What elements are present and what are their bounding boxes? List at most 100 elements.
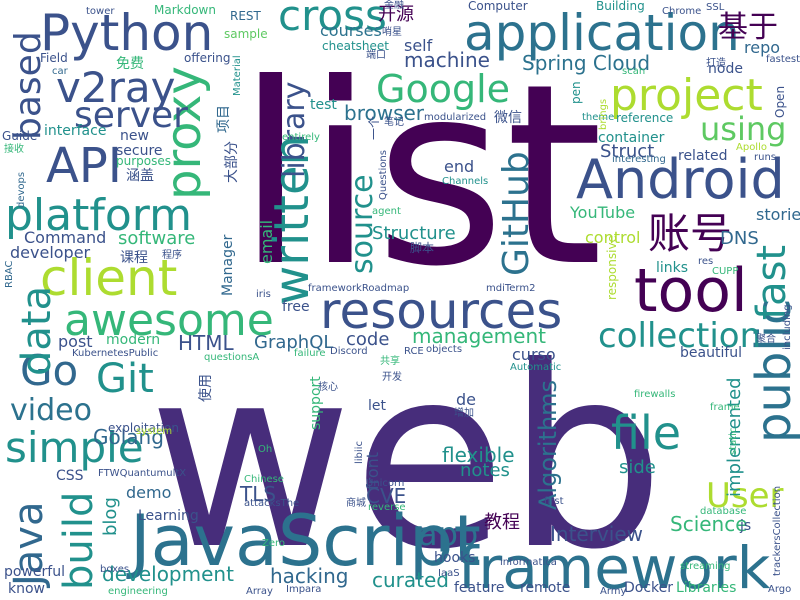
word-written-20: written xyxy=(264,135,320,305)
word-zero-177: Zero xyxy=(262,538,285,549)
word-test-79: test xyxy=(310,97,337,113)
word-attacksthe-168: attacksThe xyxy=(244,498,299,509)
word-user-36: User xyxy=(706,476,784,516)
word-based-27: based xyxy=(8,31,49,140)
word-de-154: de xyxy=(456,390,476,409)
word-development-43: development xyxy=(102,562,234,586)
word-remote-190: remote xyxy=(520,580,570,596)
word-beautiful-147: beautiful xyxy=(680,345,742,361)
word-source-35: source xyxy=(345,174,380,274)
word-army-191: Army xyxy=(600,586,627,597)
word-rbac-132: RBAC xyxy=(4,261,15,288)
word-links-113: links xyxy=(656,260,688,276)
word-argo-194: Argo xyxy=(768,584,791,595)
word-apollo-112: Apollo xyxy=(736,142,767,153)
word-cjk-123: 一个 xyxy=(367,116,381,140)
word-google-18: Google xyxy=(376,67,510,111)
word-project-12: project xyxy=(610,70,763,121)
word-app-37: app xyxy=(418,515,478,553)
word-api-14: API xyxy=(46,138,122,194)
word-interface-82: interface xyxy=(44,123,106,139)
word-scan-103: scan xyxy=(622,66,645,77)
word-tls-55: TLS xyxy=(239,482,276,506)
word-pen-119: pen xyxy=(569,81,583,104)
word-control-61: control xyxy=(585,228,640,247)
word-manager-130: Manager xyxy=(220,234,236,296)
word-open-116: Open xyxy=(773,86,787,118)
word-management-42: management xyxy=(412,324,546,348)
word-html-53: HTML xyxy=(178,331,235,355)
word-powerful-183: powerful xyxy=(4,564,65,580)
word-libiic-174: libiic xyxy=(354,441,365,464)
word-cjk-152: 开发 xyxy=(382,370,402,383)
word-streaming-180: streaming xyxy=(680,561,731,572)
word-informatica-179: informatica xyxy=(500,557,557,568)
word-database-172: database xyxy=(700,506,746,517)
word-new-80: new xyxy=(120,128,149,144)
word-runs-111: runs xyxy=(754,152,776,163)
word-libraries-193: Libraries xyxy=(676,580,736,596)
word-cjk-196: 金融 xyxy=(384,0,404,11)
word-engineering-185: engineering xyxy=(108,586,168,597)
word-courses-65: courses xyxy=(320,21,382,40)
word-struct-59: Struct xyxy=(600,141,654,162)
word-code-75: code xyxy=(346,329,389,350)
word-side-71: side xyxy=(619,457,656,478)
word-curated-48: curated xyxy=(372,568,449,592)
word-chrome-98: Chrome xyxy=(662,6,701,17)
word-discord-142: Discord xyxy=(330,346,368,357)
word-system-163: system xyxy=(136,426,172,437)
word-static-159: static xyxy=(728,428,739,455)
word-dns-60: DNS xyxy=(720,228,759,249)
word-boxes-176: boxes xyxy=(100,564,129,575)
word-ftwquantumultx-166: FTWQuantumultX xyxy=(98,468,186,479)
word-cjk-88: 开源 xyxy=(378,4,414,25)
word-client-6: client xyxy=(40,249,177,307)
word-cjk-105: 打造 xyxy=(706,56,726,69)
word-simple-13: simple xyxy=(5,423,144,472)
word-sample-94: sample xyxy=(224,27,268,41)
word-container-107: container xyxy=(598,130,665,146)
word-repo-67: repo xyxy=(744,38,780,57)
word-cjk-127: 脚本 xyxy=(410,240,434,255)
word-framework-3: framework xyxy=(458,534,771,600)
word-resources-7: resources xyxy=(320,282,562,340)
word-markdown-92: Markdown xyxy=(154,3,216,17)
word-application-4: application xyxy=(464,4,740,62)
word-unicorn-167: Unicorn xyxy=(366,478,404,489)
word-cjk-145: 共享 xyxy=(380,354,400,367)
word-cjk-32: 账号 xyxy=(648,209,732,258)
word-library-33: library xyxy=(277,81,312,178)
word-build-25: build xyxy=(56,492,102,590)
word-go-15: Go xyxy=(20,346,78,395)
word-list-0: list xyxy=(236,30,603,321)
word-reverse-170: reverse xyxy=(368,502,406,513)
word-awesome-8: awesome xyxy=(64,295,274,346)
word-cjk-86: 大部分 xyxy=(224,141,240,183)
word-objects-144: objects xyxy=(426,344,462,355)
word-car-101: car xyxy=(52,66,69,77)
word-self-78: self xyxy=(404,36,433,55)
word-rce-143: RCE xyxy=(404,346,424,357)
word-youtube-58: YouTube xyxy=(569,203,635,222)
word-frameworkroadmap-137: frameworkRoadmap xyxy=(308,283,409,294)
word-css-182: CSS xyxy=(56,468,84,484)
word-interview-46: Interview xyxy=(550,522,643,546)
word-reference-106: reference xyxy=(616,111,673,125)
word-exploitation-162: exploitation xyxy=(108,421,179,435)
word-first-171: first xyxy=(544,496,564,507)
word-proxy-19: proxy xyxy=(156,66,212,200)
word-front-181: front xyxy=(363,452,382,490)
word-python-11: Python xyxy=(40,4,213,62)
word-js-195: js xyxy=(739,518,751,534)
word-machine-40: machine xyxy=(404,48,490,72)
word-let-160: let xyxy=(368,398,387,414)
word-fast-29: fast xyxy=(749,245,795,320)
word-computer-96: Computer xyxy=(468,0,528,13)
word-end-109: end xyxy=(444,157,474,176)
word-javascript-2: JavaScript xyxy=(126,500,481,582)
word-cheatsheet-89: cheatsheet xyxy=(322,39,389,53)
word-flexible-50: flexible xyxy=(442,443,515,467)
